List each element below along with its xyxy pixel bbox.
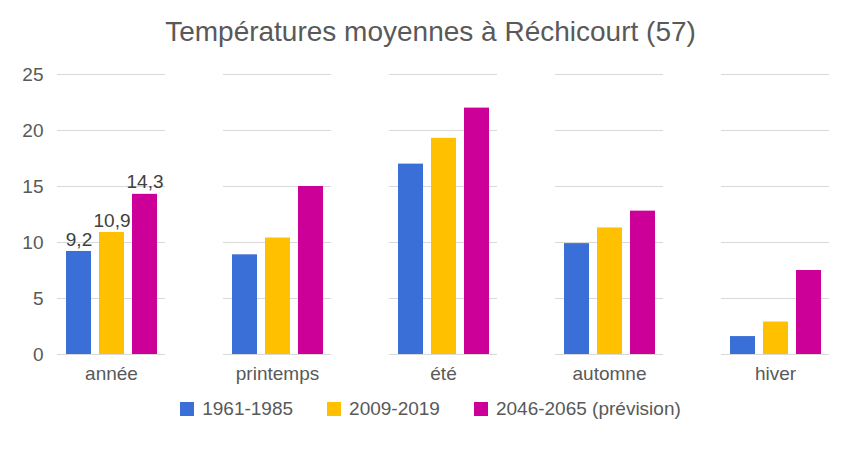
svg-text:14,3: 14,3: [127, 171, 164, 192]
svg-text:25: 25: [22, 64, 43, 85]
svg-text:année: année: [85, 363, 138, 384]
svg-text:9,2: 9,2: [66, 229, 92, 250]
html-text:2009-2019: 2009-2019: [349, 398, 440, 419]
svg-text:hiver: hiver: [755, 363, 797, 384]
svg-text:automne: automne: [573, 363, 647, 384]
svg-text:20: 20: [22, 120, 43, 141]
svg-text:été: été: [430, 363, 456, 384]
html-text:Températures moyennes à Réchic: Températures moyennes à Réchicourt (57): [165, 16, 696, 47]
html-text:1961-1985: 1961-1985: [202, 398, 294, 419]
svg-text:15: 15: [22, 176, 43, 197]
html-text:2046-2065 (prévision): 2046-2065 (prévision): [496, 398, 681, 419]
svg-text:5: 5: [33, 288, 44, 309]
svg-text:10,9: 10,9: [94, 210, 131, 231]
svg-text:0: 0: [33, 344, 44, 365]
svg-text:printemps: printemps: [236, 363, 319, 384]
svg-text:10: 10: [22, 232, 43, 253]
